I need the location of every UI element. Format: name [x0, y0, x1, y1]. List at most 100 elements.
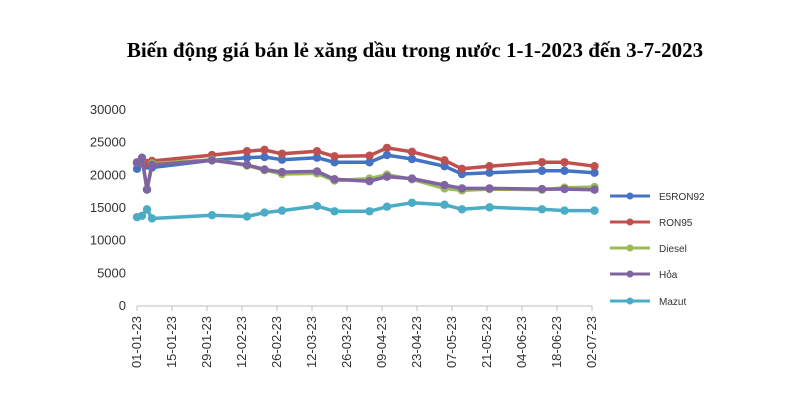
x-tick-label: 02-07-23	[584, 316, 599, 368]
data-point	[382, 202, 392, 211]
data-point	[260, 165, 269, 174]
y-tick-label: 0	[119, 298, 126, 313]
y-tick-label: 20000	[90, 167, 126, 182]
data-point	[485, 184, 494, 193]
data-point	[560, 158, 569, 167]
series	[132, 143, 599, 173]
legend-marker	[626, 270, 634, 278]
data-point	[312, 146, 322, 156]
legend-item: RON95	[610, 218, 693, 229]
data-point	[330, 175, 339, 184]
data-point	[365, 207, 374, 216]
legend-marker	[626, 297, 634, 305]
data-point	[277, 167, 287, 177]
data-point	[207, 156, 217, 165]
data-point	[590, 168, 599, 177]
x-tick-label: 15-01-23	[164, 316, 179, 368]
x-tick-label: 23-04-23	[409, 316, 424, 368]
data-point	[260, 152, 269, 162]
data-point	[457, 164, 467, 173]
data-point	[277, 149, 287, 158]
data-point	[312, 167, 322, 176]
legend-label: E5RON92	[659, 192, 705, 203]
data-point	[440, 161, 449, 171]
data-point	[207, 210, 217, 220]
data-point	[590, 185, 599, 194]
data-point	[407, 147, 417, 157]
data-point	[440, 156, 449, 165]
data-point	[537, 205, 547, 214]
data-point	[147, 214, 157, 223]
data-point	[260, 145, 269, 155]
data-point	[407, 198, 417, 207]
legend-label: RON95	[659, 218, 693, 229]
y-tick-label: 30000	[90, 102, 126, 117]
data-point	[457, 184, 467, 193]
data-point	[142, 205, 152, 214]
data-point	[330, 158, 339, 167]
legend-marker	[626, 244, 634, 252]
x-tick-label: 26-03-23	[339, 316, 354, 368]
chart-title: Biến động giá bán lẻ xăng dầu trong nước…	[126, 38, 704, 62]
legend-item: E5RON92	[610, 192, 705, 203]
data-point	[407, 154, 417, 164]
data-point	[560, 166, 569, 175]
data-point	[365, 151, 374, 160]
data-point	[485, 161, 494, 171]
legend-label: Hỏa	[659, 269, 678, 281]
data-point	[147, 160, 157, 170]
data-point	[485, 203, 494, 212]
data-point	[440, 180, 449, 190]
data-point	[365, 177, 374, 186]
legend-marker	[626, 192, 634, 200]
series-layer	[132, 143, 599, 223]
legend-marker	[626, 218, 634, 226]
legend-item: Mazut	[610, 297, 686, 308]
data-point	[142, 185, 152, 194]
x-tick-label: 12-03-23	[304, 316, 319, 368]
x-tick-label: 26-02-23	[269, 316, 284, 368]
legend-item: Hỏa	[610, 269, 678, 281]
data-point	[132, 158, 142, 168]
data-point	[537, 184, 547, 194]
y-tick-label: 10000	[90, 233, 126, 248]
data-point	[260, 208, 269, 217]
data-point	[242, 146, 252, 156]
legend-label: Diesel	[659, 244, 687, 255]
data-point	[382, 143, 392, 153]
data-point	[242, 212, 252, 221]
data-point	[137, 211, 147, 221]
data-point	[560, 184, 569, 194]
data-point	[440, 200, 449, 209]
x-tick-label: 18-06-23	[549, 316, 564, 368]
series	[132, 198, 599, 223]
data-point	[330, 152, 339, 161]
data-point	[242, 160, 252, 170]
data-point	[537, 166, 547, 175]
x-tick-label: 29-01-23	[199, 316, 214, 368]
series	[132, 153, 599, 194]
legend-item: Diesel	[610, 244, 687, 255]
data-point	[457, 205, 467, 214]
x-tick-label: 12-02-23	[234, 316, 249, 368]
legend-label: Mazut	[659, 297, 686, 308]
data-point	[277, 206, 287, 215]
data-point	[560, 206, 569, 215]
data-point	[590, 161, 599, 171]
x-tick-label: 07-05-23	[444, 316, 459, 368]
data-point	[132, 164, 142, 173]
data-point	[537, 158, 547, 167]
x-tick-label: 21-05-23	[479, 316, 494, 368]
data-point	[277, 155, 287, 164]
y-tick-label: 15000	[90, 200, 126, 215]
x-tick-label: 09-04-23	[374, 316, 389, 368]
y-axis: 0 5000 10000 15000 20000 25000 30000	[90, 102, 126, 313]
data-point	[407, 174, 417, 183]
data-point	[242, 153, 252, 162]
legend: E5RON92 RON95 Diesel Hỏa Mazut	[610, 192, 705, 308]
data-point	[137, 153, 147, 162]
data-point	[365, 158, 374, 167]
x-tick-label: 01-01-23	[129, 316, 144, 368]
data-point	[485, 168, 494, 177]
